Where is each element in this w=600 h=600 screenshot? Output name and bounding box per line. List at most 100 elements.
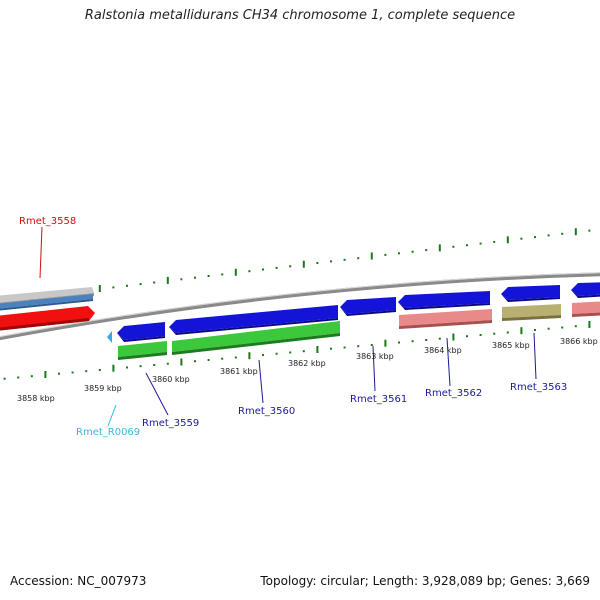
upper-row-major-tick xyxy=(506,236,509,244)
upper-row-minor-tick xyxy=(384,253,387,256)
cds-rmet-3560-green-block[interactable] xyxy=(172,321,340,355)
cds-steel-block[interactable] xyxy=(0,294,93,311)
lower-row-minor-tick xyxy=(30,375,33,378)
kbp-label-3865: 3865 kbp xyxy=(492,341,530,350)
lower-row-minor-tick xyxy=(194,360,196,363)
lower-row-minor-tick xyxy=(534,329,536,331)
lower-row-minor-tick xyxy=(479,334,482,336)
cds-rmet-3561-arrow[interactable] xyxy=(340,297,396,316)
upper-row-major-tick xyxy=(98,285,101,292)
lower-row-minor-tick xyxy=(561,326,564,329)
gene-label-rmet-3562[interactable]: Rmet_3562 xyxy=(425,388,482,399)
lower-row-minor-tick xyxy=(302,350,305,353)
upper-row-minor-tick xyxy=(248,270,251,273)
upper-row-minor-tick xyxy=(275,266,278,269)
upper-row-minor-tick xyxy=(425,249,428,252)
kbp-label-3860: 3860 kbp xyxy=(152,375,190,384)
upper-row-minor-tick xyxy=(262,268,264,271)
upper-row-minor-tick xyxy=(493,240,496,243)
chromosome-backbone-highlight xyxy=(0,272,600,338)
lower-row-minor-tick xyxy=(330,347,332,350)
cds-rmet-3562-arrow[interactable] xyxy=(398,291,490,310)
upper-row-minor-tick xyxy=(180,278,183,281)
upper-row-minor-tick xyxy=(126,284,128,287)
leader-rmet-3561 xyxy=(372,345,376,392)
leader-rmet-3558 xyxy=(39,226,43,279)
upper-row-minor-tick xyxy=(194,276,196,279)
upper-row-minor-tick xyxy=(398,252,400,255)
gene-label-rmet-3558[interactable]: Rmet_3558 xyxy=(19,216,76,227)
upper-row-major-tick xyxy=(166,276,169,284)
cds-right-salmon-block[interactable] xyxy=(572,301,600,317)
lower-row-minor-tick xyxy=(275,352,278,355)
lower-row-minor-tick xyxy=(126,366,128,369)
cds-rmet-3563-olive-block[interactable] xyxy=(502,304,561,321)
lower-row-minor-tick xyxy=(221,357,224,360)
lower-row-major-tick xyxy=(384,339,387,347)
upper-row-major-tick xyxy=(370,252,373,260)
gene-label-rmet-3559[interactable]: Rmet_3559 xyxy=(142,418,199,429)
upper-row-minor-tick xyxy=(139,283,142,286)
cds-rmet-3558-block[interactable] xyxy=(0,306,95,331)
upper-row-minor-tick xyxy=(221,273,224,276)
upper-row-minor-tick xyxy=(479,242,482,245)
upper-row-minor-tick xyxy=(207,275,210,277)
gene-label-rmet-r0069[interactable]: Rmet_R0069 xyxy=(76,427,140,438)
cds-rmet-3562-salmon-block[interactable] xyxy=(399,309,492,329)
upper-row-minor-tick xyxy=(452,245,455,248)
lower-row-minor-tick xyxy=(234,356,237,359)
lower-row-minor-tick xyxy=(17,376,20,379)
kbp-label-3859: 3859 kbp xyxy=(84,384,122,393)
lower-row-minor-tick xyxy=(85,370,88,373)
kbp-label-3858: 3858 kbp xyxy=(17,394,55,403)
lower-row-minor-tick xyxy=(574,325,577,328)
gene-label-rmet-3561[interactable]: Rmet_3561 xyxy=(350,394,407,405)
upper-row-minor-tick xyxy=(357,257,360,260)
lower-tick-row xyxy=(3,321,591,380)
upper-row-minor-tick xyxy=(561,232,564,235)
lower-row-minor-tick xyxy=(153,364,156,366)
upper-row-major-tick xyxy=(574,228,577,236)
lower-row-minor-tick xyxy=(98,369,101,371)
lower-row-minor-tick xyxy=(166,362,169,365)
cds-rmet-3560-arrow[interactable] xyxy=(169,305,338,335)
upper-row-minor-tick xyxy=(153,281,156,284)
upper-row-minor-tick xyxy=(411,250,414,253)
lower-row-minor-tick xyxy=(207,359,210,361)
lower-row-major-tick xyxy=(112,364,115,372)
lower-row-minor-tick xyxy=(547,327,550,330)
kbp-label-3863: 3863 kbp xyxy=(356,352,394,361)
upper-row-minor-tick xyxy=(330,260,332,263)
lower-row-minor-tick xyxy=(493,332,496,335)
upper-row-major-tick xyxy=(302,260,305,268)
lower-row-major-tick xyxy=(316,346,319,353)
lower-row-minor-tick xyxy=(343,346,346,349)
cds-rmet-3564-arrow[interactable] xyxy=(571,282,600,298)
cds-rmet-3563-arrow[interactable] xyxy=(501,285,560,302)
kbp-label-3862: 3862 kbp xyxy=(288,359,326,368)
kbp-label-3864: 3864 kbp xyxy=(424,346,462,355)
chromosome-backbone xyxy=(0,272,600,341)
lower-row-minor-tick xyxy=(289,351,292,354)
lower-row-minor-tick xyxy=(398,341,400,344)
lower-row-minor-tick xyxy=(370,344,373,346)
gene-label-rmet-3563[interactable]: Rmet_3563 xyxy=(510,382,567,393)
cds-arrow-small-left[interactable] xyxy=(117,322,165,342)
upper-row-minor-tick xyxy=(534,236,536,239)
cds-rmet-3559-block[interactable] xyxy=(118,341,167,360)
gene-label-rmet-3560[interactable]: Rmet_3560 xyxy=(238,406,295,417)
map-title: Ralstonia metallidurans CH34 chromosome … xyxy=(84,8,516,23)
lower-row-minor-tick xyxy=(466,335,468,338)
lower-row-minor-tick xyxy=(357,345,360,348)
upper-row-minor-tick xyxy=(316,262,319,264)
upper-row-minor-tick xyxy=(466,244,468,247)
trna-rmet-r0069-marker[interactable] xyxy=(107,331,112,343)
lower-row-major-tick xyxy=(452,333,455,341)
leader-rmet-3560 xyxy=(258,359,264,404)
leader-rmet-r0069 xyxy=(107,404,117,427)
accession-text: Accession: NC_007973 xyxy=(10,574,147,588)
upper-row-minor-tick xyxy=(112,286,115,289)
lower-row-minor-tick xyxy=(139,365,142,368)
